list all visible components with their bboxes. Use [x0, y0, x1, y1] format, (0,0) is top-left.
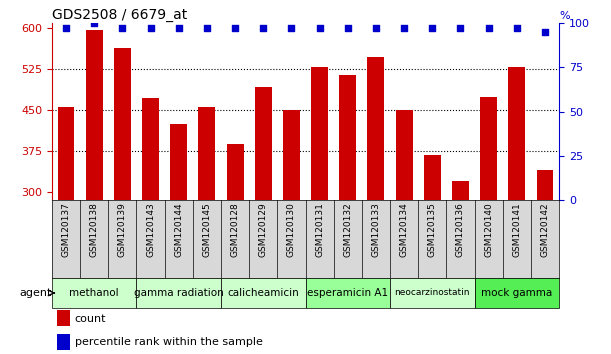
- Bar: [367, 57, 384, 354]
- FancyBboxPatch shape: [390, 278, 475, 308]
- Bar: [424, 155, 441, 354]
- Bar: [227, 144, 244, 354]
- Text: GSM120137: GSM120137: [62, 202, 70, 257]
- Point: [287, 25, 296, 31]
- Bar: [57, 334, 70, 350]
- Point: [399, 25, 409, 31]
- Text: GSM120144: GSM120144: [174, 202, 183, 257]
- Point: [258, 25, 268, 31]
- FancyBboxPatch shape: [52, 278, 136, 308]
- Text: GSM120134: GSM120134: [400, 202, 409, 257]
- Point: [145, 25, 155, 31]
- Bar: [57, 107, 75, 354]
- Point: [371, 25, 381, 31]
- Point: [315, 25, 324, 31]
- Bar: [170, 124, 187, 354]
- Bar: [452, 181, 469, 354]
- Text: GSM120132: GSM120132: [343, 202, 353, 257]
- Text: GSM120138: GSM120138: [90, 202, 99, 257]
- Point: [202, 25, 212, 31]
- Bar: [480, 97, 497, 354]
- FancyBboxPatch shape: [136, 278, 221, 308]
- Point: [484, 25, 494, 31]
- Point: [230, 25, 240, 31]
- FancyBboxPatch shape: [221, 278, 306, 308]
- Text: GSM120135: GSM120135: [428, 202, 437, 257]
- Point: [540, 29, 550, 35]
- Point: [174, 25, 184, 31]
- Bar: [255, 87, 272, 354]
- Text: GSM120143: GSM120143: [146, 202, 155, 257]
- Bar: [339, 75, 356, 354]
- FancyBboxPatch shape: [306, 278, 390, 308]
- Text: GSM120129: GSM120129: [258, 202, 268, 257]
- Text: GSM120131: GSM120131: [315, 202, 324, 257]
- Text: percentile rank within the sample: percentile rank within the sample: [75, 337, 263, 348]
- Point: [512, 25, 522, 31]
- Point: [428, 25, 437, 31]
- Bar: [86, 30, 103, 354]
- Text: GSM120133: GSM120133: [371, 202, 381, 257]
- Bar: [311, 67, 328, 354]
- Text: GSM120145: GSM120145: [202, 202, 211, 257]
- Text: calicheamicin: calicheamicin: [227, 288, 299, 298]
- Point: [343, 25, 353, 31]
- Point: [117, 25, 127, 31]
- Text: esperamicin A1: esperamicin A1: [307, 288, 389, 298]
- Text: count: count: [75, 314, 106, 324]
- Bar: [114, 47, 131, 354]
- Text: GSM120139: GSM120139: [118, 202, 127, 257]
- Bar: [142, 98, 159, 354]
- FancyBboxPatch shape: [475, 278, 559, 308]
- Bar: [536, 170, 554, 354]
- Text: GSM120130: GSM120130: [287, 202, 296, 257]
- Text: GSM120128: GSM120128: [230, 202, 240, 257]
- Text: gamma radiation: gamma radiation: [134, 288, 224, 298]
- Bar: [508, 67, 525, 354]
- Text: neocarzinostatin: neocarzinostatin: [395, 289, 470, 297]
- Text: GSM120142: GSM120142: [541, 202, 549, 257]
- Text: GSM120140: GSM120140: [484, 202, 493, 257]
- Bar: [57, 310, 70, 326]
- Bar: [396, 110, 412, 354]
- Point: [89, 20, 99, 26]
- Text: GDS2508 / 6679_at: GDS2508 / 6679_at: [52, 8, 187, 22]
- Point: [61, 25, 71, 31]
- Bar: [283, 110, 300, 354]
- Text: methanol: methanol: [70, 288, 119, 298]
- Bar: [199, 107, 215, 354]
- Text: GSM120136: GSM120136: [456, 202, 465, 257]
- Text: agent: agent: [19, 288, 51, 298]
- Text: GSM120141: GSM120141: [512, 202, 521, 257]
- Text: mock gamma: mock gamma: [481, 288, 552, 298]
- Text: %: %: [559, 11, 569, 21]
- Point: [456, 25, 466, 31]
